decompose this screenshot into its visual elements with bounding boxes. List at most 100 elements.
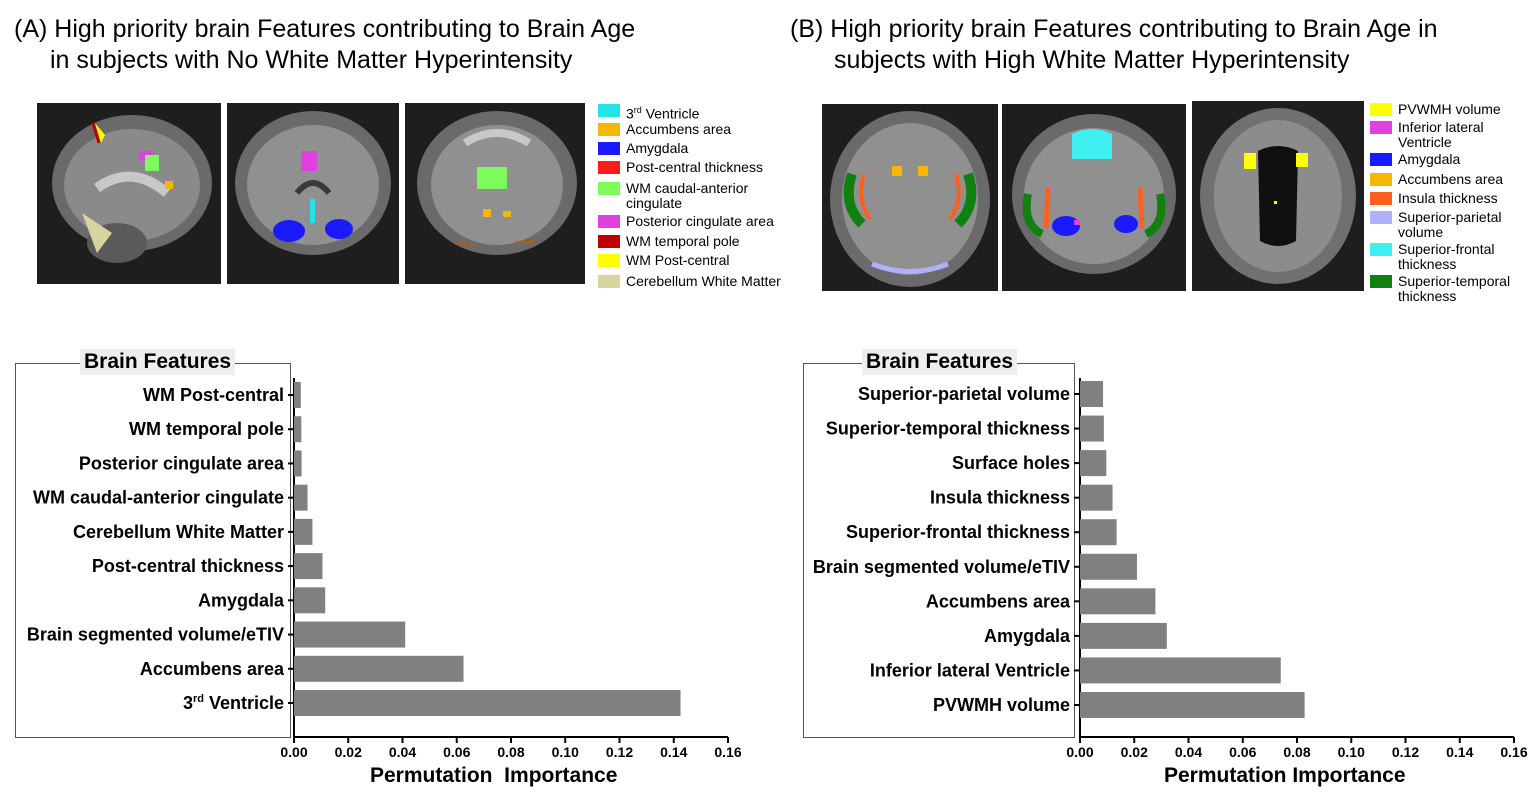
legend-label: Amygdala (626, 140, 689, 156)
panel-b-features-box (803, 363, 1075, 738)
panel-a-x-tick-label: 0.08 (497, 744, 524, 760)
panel-a-bar (294, 655, 464, 682)
panel-a-bar (294, 587, 326, 614)
legend-swatch (1370, 211, 1392, 224)
legend-label: 3rd Ventricle (626, 105, 700, 122)
legend-label: Superior-frontal thickness (1398, 241, 1495, 272)
legend-swatch (598, 235, 620, 248)
legend-swatch (598, 275, 620, 288)
panel-a-x-tick-label: 0.04 (389, 744, 416, 760)
panel-a-category-label: WM temporal pole (129, 419, 284, 439)
panel-b-category-label: Insula thickness (930, 488, 1070, 508)
panel-b-category-label: PVWMH volume (933, 695, 1070, 715)
panel-b-x-tick-label: 0.08 (1283, 744, 1310, 760)
legend-swatch (1370, 192, 1392, 205)
panel-b-bar (1080, 657, 1281, 684)
legend-swatch (1370, 103, 1392, 116)
panel-a-x-tick-label: 0.10 (552, 744, 579, 760)
legend-label: Superior-temporal thickness (1398, 273, 1511, 304)
panel-b-title-line1: (B) High priority brain Features contrib… (790, 15, 1438, 43)
panel-b-x-tick-label: 0.04 (1175, 744, 1202, 760)
panel-a-bar (294, 621, 406, 648)
panel-b-x-tick-label: 0.10 (1338, 744, 1365, 760)
legend-label: Inferior lateral Ventricle (1398, 119, 1484, 150)
panel-b-x-tick-label: 0.00 (1066, 744, 1093, 760)
panel-a-category-label: Posterior cingulate area (79, 453, 285, 473)
panel-b-category-label: Superior-frontal thickness (846, 522, 1070, 542)
panel-a-x-tick-label: 0.16 (714, 744, 741, 760)
panel-b-bar (1080, 484, 1113, 511)
legend-label: Accumbens area (626, 121, 732, 137)
panel-b-category-label: Inferior lateral Ventricle (870, 660, 1070, 680)
panel-b-bar (1080, 588, 1156, 615)
panel-b-x-tick-label: 0.06 (1229, 744, 1256, 760)
panel-a-bar (294, 382, 301, 408)
panel-b-bar (1080, 692, 1305, 718)
panel-a-bar (294, 450, 302, 477)
panel-b-category-label: Superior-parietal volume (858, 384, 1070, 404)
panel-a-title-line2: in subjects with No White Matter Hyperin… (50, 46, 573, 74)
panel-a-features-title: Brain Features (80, 349, 236, 375)
panel-b-legend: PVWMH volume Inferior lateral Ventricle Am… (1370, 101, 1525, 309)
legend-label: Cerebellum White Matter (626, 273, 781, 289)
panel-b-title-line2: subjects with High White Matter Hyperint… (834, 46, 1350, 74)
panel-a-category-label: WM caudal-anterior cingulate (33, 488, 284, 508)
panel-a-category-label: Accumbens area (140, 659, 285, 679)
panel-b-bar (1080, 519, 1117, 546)
legend-swatch (598, 182, 620, 195)
legend-label: Superior-parietal volume (1398, 209, 1502, 240)
panel-a-x-tick-label: 0.12 (606, 744, 633, 760)
panel-b-category-label: Surface holes (952, 453, 1070, 473)
panel-b-category-label: Amygdala (984, 626, 1071, 646)
legend-swatch (1370, 173, 1392, 186)
panel-a-category-label: 3rd Ventricle (183, 693, 284, 713)
mri-coronal-image-2 (405, 103, 585, 284)
legend-label: Post-central thickness (626, 159, 763, 175)
panel-b-bar (1080, 450, 1107, 477)
legend-swatch (1370, 121, 1392, 134)
panel-a-bar (294, 518, 313, 545)
panel-b-x-tick-label: 0.14 (1446, 744, 1473, 760)
panel-a-x-tick-label: 0.02 (335, 744, 362, 760)
panel-a-x-tick-label: 0.00 (280, 744, 307, 760)
panel-a-category-label: Cerebellum White Matter (73, 522, 284, 542)
legend-swatch (598, 142, 620, 155)
panel-b-category-label: Brain segmented volume/eTIV (813, 557, 1070, 577)
panel-a-category-label: Post-central thickness (92, 556, 284, 576)
panel-a-bar (294, 553, 323, 580)
panel-b-category-label: Superior-temporal thickness (826, 419, 1070, 439)
panel-a-category-label: WM Post-central (143, 385, 284, 405)
panel-a-x-tick-label: 0.06 (443, 744, 470, 760)
legend-label: Accumbens area (1398, 171, 1504, 187)
panel-a-bar (294, 416, 302, 443)
legend-swatch (1370, 153, 1392, 166)
panel-b-bar (1080, 553, 1137, 580)
panel-a-category-label: Brain segmented volume/eTIV (27, 625, 284, 645)
legend-label: Insula thickness (1398, 190, 1498, 206)
panel-a-category-label: Amygdala (198, 590, 285, 610)
mri-axial-image (822, 104, 998, 291)
mri-sagittal-image (37, 103, 221, 284)
panel-b-bar (1080, 381, 1104, 407)
legend-label: WM Post-central (626, 252, 730, 268)
panel-a-x-axis-label: Permutation Importance (370, 764, 618, 787)
panel-b-bar (1080, 622, 1167, 649)
panel-b-category-label: Accumbens area (926, 591, 1071, 611)
panel-b-x-tick-label: 0.02 (1121, 744, 1148, 760)
legend-label: PVWMH volume (1398, 101, 1501, 117)
legend-swatch (598, 123, 620, 136)
legend-swatch (598, 254, 620, 267)
legend-swatch (598, 161, 620, 174)
panel-b-features-title: Brain Features (862, 349, 1018, 375)
legend-label: WM temporal pole (626, 233, 740, 249)
flair-axial-image (1192, 101, 1364, 291)
panel-a-x-tick-label: 0.14 (660, 744, 687, 760)
panel-a-title-line1: (A) High priority brain Features contrib… (14, 15, 636, 43)
legend-label: Posterior cingulate area (626, 213, 774, 229)
legend-swatch (598, 215, 620, 228)
legend-label: WM caudal-anterior cingulate (626, 180, 749, 211)
panel-b-x-tick-label: 0.12 (1392, 744, 1419, 760)
legend-swatch (1370, 275, 1392, 288)
legend-label: Amygdala (1398, 151, 1461, 167)
